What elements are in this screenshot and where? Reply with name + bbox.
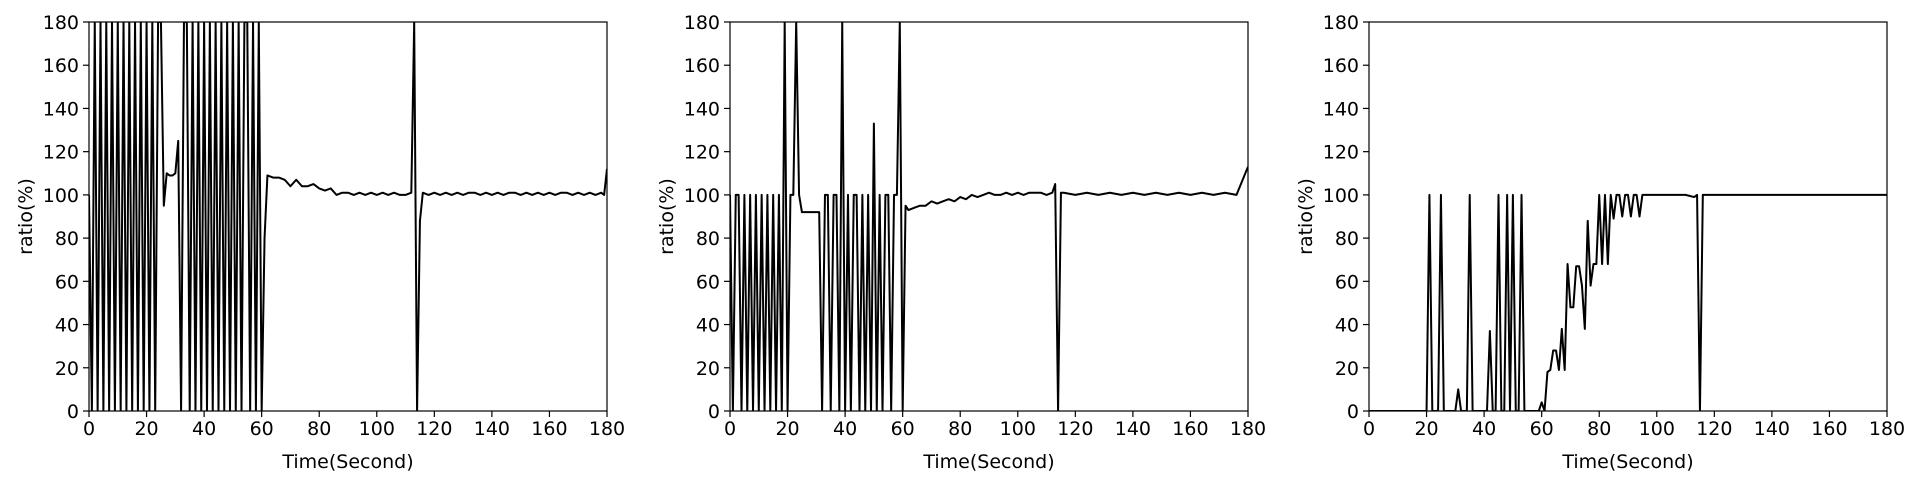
y-tick-label: 80 bbox=[1335, 228, 1359, 250]
x-tick-label: 0 bbox=[83, 418, 95, 440]
y-tick-label: 40 bbox=[55, 315, 79, 337]
x-tick-label: 80 bbox=[307, 418, 331, 440]
y-tick-label: 40 bbox=[1335, 315, 1359, 337]
y-tick-label: 40 bbox=[696, 315, 720, 337]
x-tick-label: 120 bbox=[1696, 418, 1732, 440]
x-tick-label: 0 bbox=[724, 418, 736, 440]
subplot: 0 20 40 60 80 100 120 140 160 180 0 20 40 60 80 100 120 1… bbox=[656, 12, 1266, 473]
y-tick-label: 100 bbox=[43, 185, 79, 207]
x-tick-label: 180 bbox=[1869, 418, 1905, 440]
y-tick-label: 60 bbox=[55, 271, 79, 293]
y-tick-label: 140 bbox=[43, 98, 79, 120]
plot-frame bbox=[1368, 21, 1888, 412]
subplot: 0 20 40 60 80 100 120 140 160 180 0 20 40 60 80 100 120 1… bbox=[15, 12, 625, 473]
x-tick-label: 100 bbox=[1000, 418, 1036, 440]
x-axis-label: Time(Second) bbox=[281, 451, 413, 473]
y-tick-label: 120 bbox=[43, 142, 79, 164]
x-tick-label: 120 bbox=[1057, 418, 1093, 440]
data-line bbox=[730, 22, 1248, 411]
x-tick-label: 20 bbox=[134, 418, 158, 440]
y-tick-label: 120 bbox=[684, 142, 720, 164]
y-tick-label: 160 bbox=[43, 55, 79, 77]
y-tick-label: 180 bbox=[43, 12, 79, 34]
y-axis-label: ratio(%) bbox=[1295, 178, 1317, 255]
x-tick-label: 180 bbox=[589, 418, 625, 440]
y-tick-label: 160 bbox=[1323, 55, 1359, 77]
x-tick-label: 80 bbox=[1587, 418, 1611, 440]
plot-frame bbox=[729, 21, 1249, 412]
y-tick-label: 80 bbox=[55, 228, 79, 250]
x-tick-label: 0 bbox=[1363, 418, 1375, 440]
x-tick-label: 60 bbox=[1530, 418, 1554, 440]
y-axis-label: ratio(%) bbox=[15, 178, 37, 255]
x-tick-label: 140 bbox=[1754, 418, 1790, 440]
x-axis-label: Time(Second) bbox=[1561, 451, 1693, 473]
data-line bbox=[1369, 193, 1887, 411]
subplot: 0 20 40 60 80 100 120 140 160 180 0 20 40 60 80 100 120 1… bbox=[1295, 12, 1905, 473]
x-tick-label: 40 bbox=[1472, 418, 1496, 440]
x-tick-label: 20 bbox=[775, 418, 799, 440]
y-tick-label: 160 bbox=[684, 55, 720, 77]
y-tick-label: 100 bbox=[684, 185, 720, 207]
x-tick-label: 120 bbox=[416, 418, 452, 440]
x-axis-label: Time(Second) bbox=[922, 451, 1054, 473]
x-tick-label: 40 bbox=[192, 418, 216, 440]
x-tick-label: 100 bbox=[1639, 418, 1675, 440]
y-tick-label: 20 bbox=[1335, 358, 1359, 380]
y-tick-label: 60 bbox=[696, 271, 720, 293]
y-tick-label: 100 bbox=[1323, 185, 1359, 207]
x-tick-label: 60 bbox=[250, 418, 274, 440]
x-tick-label: 100 bbox=[359, 418, 395, 440]
x-tick-label: 40 bbox=[833, 418, 857, 440]
x-tick-label: 160 bbox=[1811, 418, 1847, 440]
y-tick-label: 20 bbox=[55, 358, 79, 380]
x-tick-label: 60 bbox=[891, 418, 915, 440]
y-tick-label: 140 bbox=[684, 98, 720, 120]
x-tick-label: 80 bbox=[948, 418, 972, 440]
y-tick-label: 80 bbox=[696, 228, 720, 250]
y-tick-label: 0 bbox=[1347, 401, 1359, 423]
y-tick-label: 60 bbox=[1335, 271, 1359, 293]
plot-frame bbox=[88, 21, 608, 412]
y-tick-label: 180 bbox=[684, 12, 720, 34]
y-tick-label: 0 bbox=[67, 401, 79, 423]
x-tick-label: 20 bbox=[1414, 418, 1438, 440]
y-tick-label: 140 bbox=[1323, 98, 1359, 120]
y-tick-label: 20 bbox=[696, 358, 720, 380]
x-tick-label: 140 bbox=[1115, 418, 1151, 440]
data-line bbox=[89, 22, 607, 411]
y-tick-label: 0 bbox=[708, 401, 720, 423]
y-axis-label: ratio(%) bbox=[656, 178, 678, 255]
x-tick-label: 160 bbox=[1172, 418, 1208, 440]
y-tick-label: 120 bbox=[1323, 142, 1359, 164]
x-tick-label: 180 bbox=[1230, 418, 1266, 440]
x-tick-label: 160 bbox=[531, 418, 567, 440]
y-tick-label: 180 bbox=[1323, 12, 1359, 34]
x-tick-label: 140 bbox=[474, 418, 510, 440]
